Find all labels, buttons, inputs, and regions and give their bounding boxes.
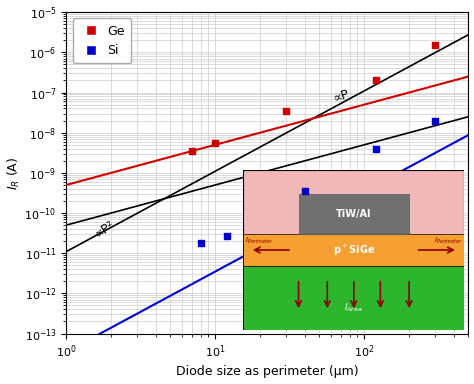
Point [372,77,380,83]
Point [197,240,205,246]
Point [283,108,290,114]
Text: ∝P²: ∝P² [92,218,118,240]
Point [188,148,196,154]
Y-axis label: $I_R$ (A): $I_R$ (A) [6,156,22,190]
Point [372,146,380,152]
Text: ∝P: ∝P [331,87,351,104]
Point [432,42,439,48]
Legend: Ge, Si: Ge, Si [73,18,131,63]
Point [301,188,309,194]
X-axis label: Diode size as perimeter (μm): Diode size as perimeter (μm) [176,366,359,379]
Point [432,118,439,124]
Point [223,233,231,239]
Point [211,140,219,146]
